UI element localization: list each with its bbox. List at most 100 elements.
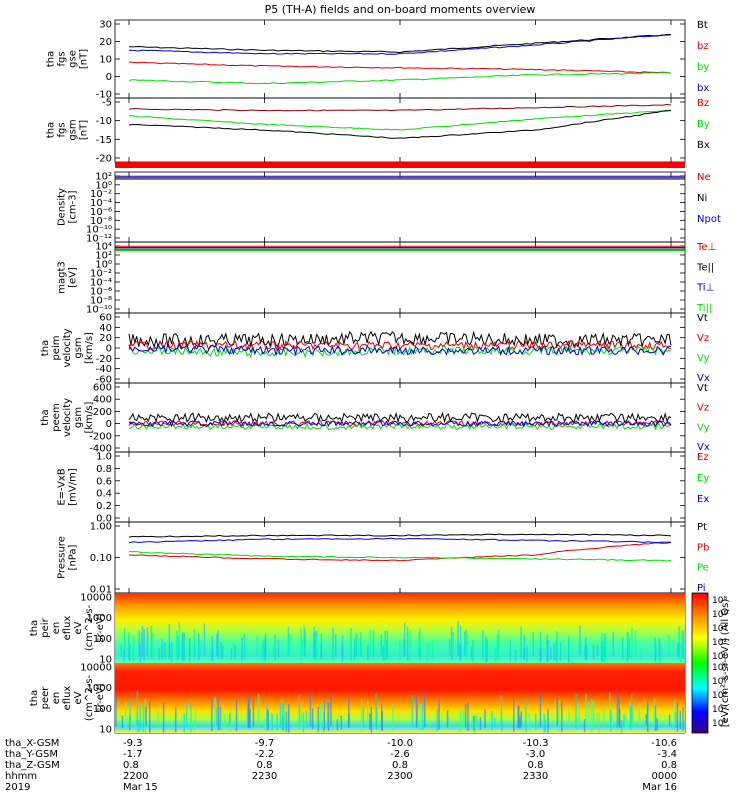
legend-entry: Ti⊥: [696, 283, 714, 294]
heatmap-streak: [604, 633, 606, 658]
y-axis-label: eflux: [62, 616, 73, 641]
heatmap-streak: [125, 701, 127, 728]
y-axis-label: (cm^2-s-: [84, 674, 95, 721]
heatmap-streak: [678, 626, 680, 659]
peir-heatmap-texture: [120, 621, 684, 663]
heatmap-streak: [497, 629, 500, 659]
y-axis-label: peem: [51, 403, 62, 431]
y-axis-label: Density: [57, 188, 68, 226]
footer-value-z: 0.8: [123, 760, 139, 771]
heatmap-streak: [517, 706, 519, 728]
heatmap-streak: [263, 642, 265, 659]
y-axis-label: en: [51, 692, 62, 705]
heatmap-streak: [601, 642, 604, 663]
heatmap-streak: [484, 708, 486, 729]
heatmap-streak: [348, 713, 350, 726]
y-tick-label: 1000: [87, 683, 112, 694]
footer-value-hhmm: 2230: [252, 771, 277, 782]
heatmap-streak: [682, 631, 684, 659]
heatmap-streak: [576, 717, 579, 730]
heatmap-streak: [544, 719, 546, 733]
footer-value-hhmm: 2300: [387, 771, 412, 782]
heatmap-streak: [327, 702, 330, 731]
heatmap-streak: [272, 645, 274, 658]
heatmap-streak: [622, 637, 624, 660]
y-axis-label: magt3: [57, 261, 68, 294]
y-tick-label: -15: [96, 135, 112, 146]
heatmap-streak: [585, 693, 587, 727]
y-tick-label: 0: [106, 419, 112, 430]
peer-heatmap: [115, 663, 685, 733]
series-line-Bz: [128, 103, 672, 112]
y-tick-label: 100: [93, 704, 112, 715]
heatmap-streak: [302, 712, 305, 733]
y-axis-label: en: [51, 622, 62, 635]
y-axis-label: eV: [73, 691, 84, 704]
heatmap-streak: [675, 712, 677, 729]
footer-value-y: -3.4: [657, 749, 677, 760]
heatmap-streak: [509, 639, 512, 663]
y-axis-label: peim: [51, 335, 62, 360]
heatmap-streak: [247, 696, 250, 729]
heatmap-streak: [249, 708, 251, 729]
heatmap-streak: [386, 639, 388, 655]
footer-value-hhmm: 2200: [123, 771, 148, 782]
heatmap-streak: [596, 645, 599, 656]
heatmap-streak: [384, 631, 386, 661]
series-line-bz: [128, 61, 672, 74]
heatmap-streak: [223, 714, 226, 728]
y-tick-label: -20: [96, 154, 112, 165]
footer-row-label: tha_X-GSM: [5, 738, 59, 749]
heatmap-streak: [164, 642, 166, 659]
heatmap-streak: [592, 702, 594, 726]
heatmap-streak: [535, 713, 537, 730]
heatmap-streak: [634, 630, 637, 656]
y-tick-label: 200: [93, 407, 112, 418]
heatmap-streak: [612, 631, 615, 657]
heatmap-streak: [603, 705, 605, 730]
heatmap-streak: [539, 631, 542, 659]
y-tick-label: 10⁻¹⁰: [86, 225, 112, 236]
heatmap-streak: [472, 715, 474, 730]
y-tick-label: -5: [102, 98, 112, 109]
heatmap-streak: [519, 715, 521, 729]
heatmap-streak: [370, 706, 373, 733]
heatmap-streak: [558, 699, 560, 732]
y-axis-label: tha: [40, 409, 51, 425]
heatmap-streak: [592, 644, 595, 660]
heatmap-streak: [553, 643, 556, 661]
y-axis-label: peir: [40, 617, 51, 637]
panel-frame: [114, 451, 686, 523]
heatmap-streak: [183, 713, 185, 733]
y-tick-label: 10⁻²: [90, 189, 112, 200]
heatmap-streak: [561, 701, 563, 732]
heatmap-streak: [583, 719, 586, 732]
colorbar-tick-label: 10²: [712, 705, 727, 715]
series-line-By: [128, 109, 672, 131]
y-axis-label: Pressure: [57, 536, 68, 579]
footer-value-hhmm: 2330: [523, 771, 548, 782]
series-group-peem_velocity: [128, 411, 672, 431]
heatmap-streak: [429, 642, 431, 659]
heatmap-streak: [262, 640, 264, 663]
heatmap-streak: [211, 636, 213, 661]
heatmap-streak: [679, 710, 682, 730]
heatmap-streak: [438, 698, 440, 730]
heatmap-streak: [282, 701, 284, 727]
series-group-pressure: [128, 533, 672, 562]
heatmap-streak: [300, 704, 302, 727]
y-tick-label: 10⁻¹⁰: [86, 305, 112, 316]
heatmap-streak: [270, 712, 272, 730]
y-axis-label: peer: [40, 686, 51, 710]
heatmap-streak: [550, 647, 552, 660]
y-tick-label: 10⁻¹²: [86, 234, 112, 245]
heatmap-streak: [420, 703, 422, 731]
heatmap-streak: [246, 703, 249, 729]
heatmap-streak: [482, 630, 484, 659]
heatmap-streak: [628, 637, 630, 659]
y-axis-label: gsm: [73, 337, 84, 358]
separator-bar: [115, 162, 685, 168]
heatmap-streak: [494, 647, 496, 663]
footer-row-label: hhmm: [5, 771, 37, 782]
heatmap-streak: [193, 645, 196, 658]
